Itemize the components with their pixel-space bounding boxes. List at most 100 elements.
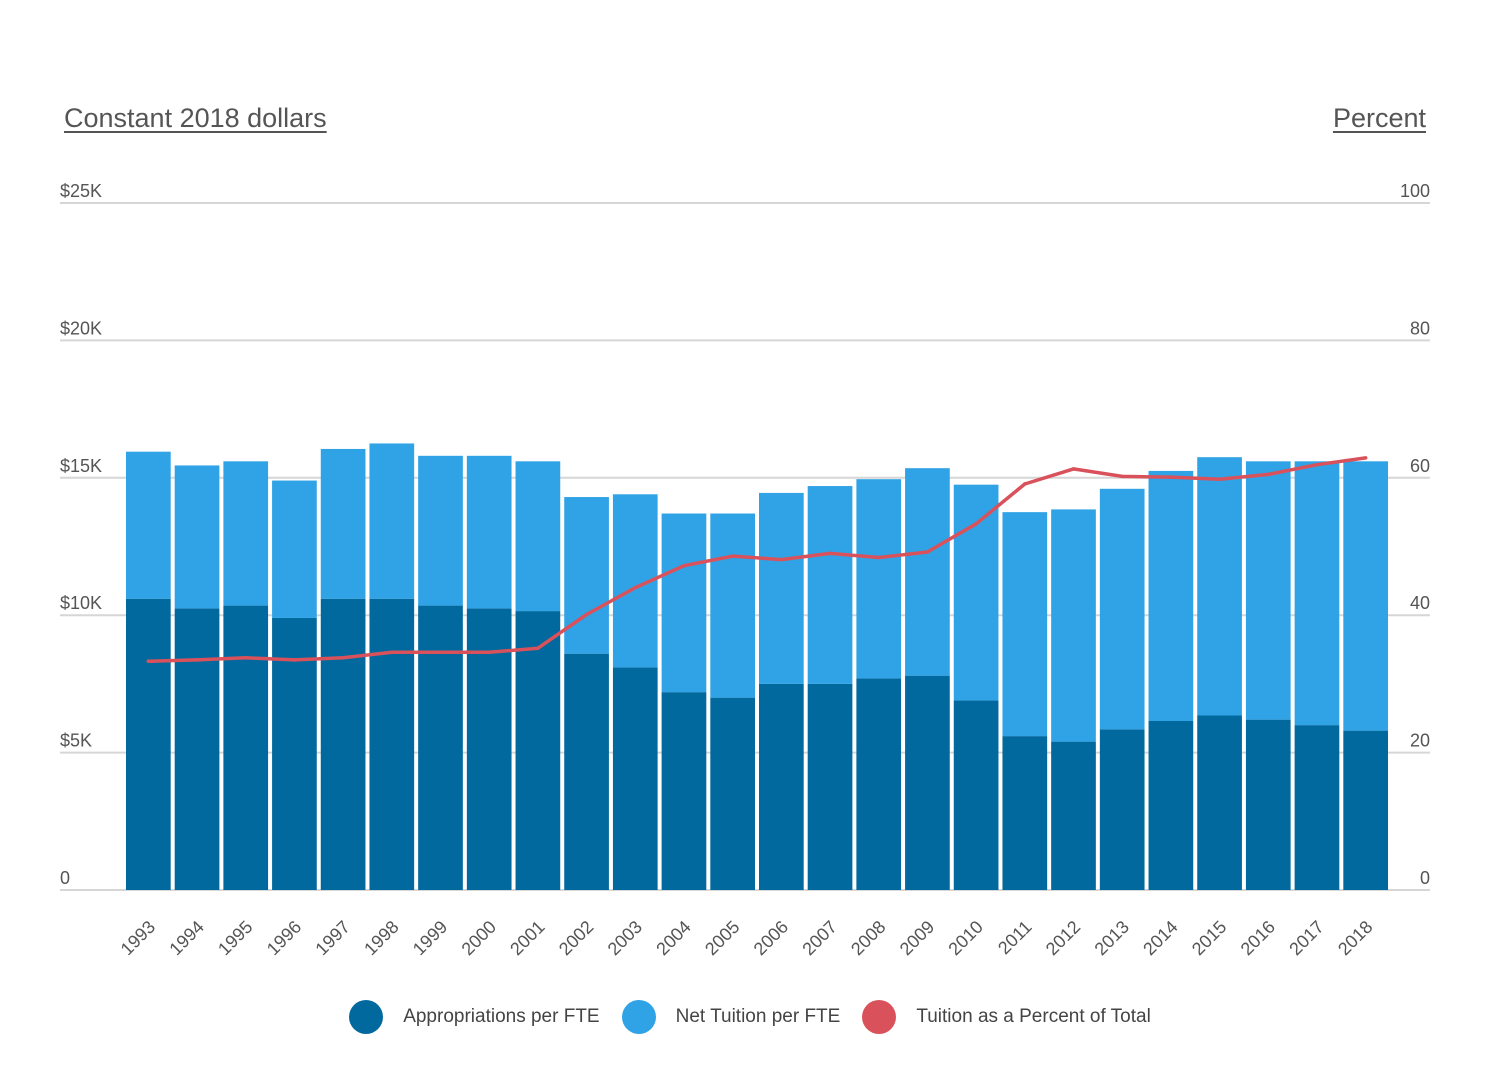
point-tuition-percent[interactable] (292, 658, 297, 662)
point-tuition-percent[interactable] (390, 650, 394, 655)
bar-net-tuition[interactable] (272, 480, 317, 618)
x-tick-label: 2014 (1139, 917, 1181, 959)
bar-net-tuition[interactable] (126, 451, 171, 599)
bar-appropriations[interactable] (418, 605, 463, 890)
point-tuition-percent[interactable] (1169, 475, 1173, 479)
bar-appropriations[interactable] (1002, 736, 1048, 890)
bar-appropriations[interactable] (126, 598, 171, 890)
bar-appropriations[interactable] (223, 605, 269, 890)
bar-net-tuition[interactable] (1294, 461, 1340, 726)
bar-appropriations[interactable] (612, 667, 658, 890)
x-tick-label: 1993 (117, 917, 159, 959)
bar-net-tuition[interactable] (466, 455, 512, 609)
bar-net-tuition[interactable] (661, 513, 707, 693)
chart-plot: 0 $5K $10K $15K $20K $25K 0 20 40 60 80 100 1993 1994… (60, 181, 1430, 959)
point-tuition-percent[interactable] (243, 655, 248, 660)
bar-appropriations[interactable] (759, 683, 804, 890)
point-tuition-percent[interactable] (828, 551, 832, 556)
bar-net-tuition[interactable] (856, 479, 902, 679)
x-tick-label: 2011 (994, 917, 1036, 959)
bar-appropriations[interactable] (1148, 720, 1194, 890)
bar-net-tuition[interactable] (223, 461, 269, 606)
y-left-tick-label: $20K (60, 318, 102, 338)
bar-appropriations[interactable] (1294, 725, 1340, 890)
bar-net-tuition[interactable] (1148, 470, 1194, 721)
point-tuition-percent[interactable] (925, 550, 930, 554)
x-tick-label: 2005 (701, 917, 743, 959)
bar-net-tuition[interactable] (418, 455, 463, 606)
x-tick-label: 2010 (944, 917, 986, 959)
bar-net-tuition[interactable] (759, 492, 804, 684)
bar-appropriations[interactable] (807, 683, 853, 890)
legend-item-tuition[interactable]: Net Tuition per FTE (621, 1000, 840, 1034)
bar-layer (126, 443, 1388, 890)
legend-swatch-appropriations (349, 1000, 384, 1034)
bar-appropriations[interactable] (1245, 719, 1291, 890)
x-tick-label: 2000 (458, 917, 500, 959)
x-tick-label: 2003 (604, 917, 646, 959)
point-tuition-percent[interactable] (974, 522, 978, 526)
point-tuition-percent[interactable] (1023, 482, 1027, 486)
bar-net-tuition[interactable] (515, 461, 561, 612)
bar-appropriations[interactable] (515, 611, 561, 890)
bar-appropriations[interactable] (856, 678, 902, 890)
point-tuition-percent[interactable] (146, 659, 151, 664)
bar-appropriations[interactable] (1343, 730, 1388, 890)
bar-appropriations[interactable] (1051, 741, 1096, 890)
bar-appropriations[interactable] (1197, 715, 1242, 890)
point-tuition-percent[interactable] (1217, 477, 1222, 481)
point-tuition-percent[interactable] (876, 555, 881, 560)
bar-appropriations[interactable] (953, 700, 999, 890)
bar-net-tuition[interactable] (320, 448, 366, 599)
point-tuition-percent[interactable] (195, 658, 199, 662)
bar-appropriations[interactable] (1099, 729, 1145, 890)
bar-net-tuition[interactable] (1051, 509, 1096, 742)
bar-appropriations[interactable] (564, 653, 609, 890)
bar-net-tuition[interactable] (1343, 461, 1388, 731)
y-right-tick-label: 40 (1410, 593, 1430, 613)
x-tick-label: 2007 (798, 917, 840, 959)
bar-net-tuition[interactable] (905, 468, 950, 676)
legend-item-percent[interactable]: Tuition as a Percent of Total (862, 1000, 1151, 1034)
y-right-tick-label: 0 (1420, 868, 1430, 888)
x-tick-label: 2009 (896, 917, 938, 959)
legend-item-appropriations[interactable]: Appropriations per FTE (349, 1000, 600, 1034)
bar-appropriations[interactable] (710, 697, 755, 890)
point-tuition-percent[interactable] (1071, 467, 1076, 471)
point-tuition-percent[interactable] (779, 557, 784, 562)
point-tuition-percent[interactable] (633, 585, 638, 590)
point-tuition-percent[interactable] (584, 612, 589, 617)
bar-net-tuition[interactable] (1002, 512, 1048, 737)
bar-appropriations[interactable] (320, 598, 366, 890)
bar-net-tuition[interactable] (807, 486, 853, 684)
legend-label-percent: Tuition as a Percent of Total (916, 1006, 1151, 1027)
point-tuition-percent[interactable] (341, 655, 345, 660)
point-tuition-percent[interactable] (1315, 462, 1319, 467)
point-tuition-percent[interactable] (1120, 474, 1124, 479)
bar-appropriations[interactable] (369, 598, 415, 890)
bar-appropriations[interactable] (661, 692, 707, 890)
bar-net-tuition[interactable] (564, 497, 609, 654)
point-tuition-percent[interactable] (730, 554, 735, 558)
y-left-tick-label: 0 (60, 868, 70, 888)
bar-net-tuition[interactable] (1197, 457, 1242, 716)
bar-net-tuition[interactable] (1245, 461, 1291, 720)
point-tuition-percent[interactable] (487, 650, 491, 655)
x-tick-label: 1997 (311, 917, 353, 959)
bar-net-tuition[interactable] (369, 443, 415, 599)
point-tuition-percent[interactable] (1363, 456, 1368, 460)
bar-net-tuition[interactable] (710, 513, 755, 698)
point-tuition-percent[interactable] (438, 650, 443, 655)
bar-net-tuition[interactable] (953, 484, 999, 701)
point-tuition-percent[interactable] (682, 563, 686, 568)
bar-appropriations[interactable] (272, 617, 317, 890)
point-tuition-percent[interactable] (1266, 472, 1271, 477)
bar-appropriations[interactable] (466, 608, 512, 890)
bar-appropriations[interactable] (905, 675, 950, 890)
bar-appropriations[interactable] (174, 608, 220, 890)
point-tuition-percent[interactable] (536, 646, 540, 650)
line-tuition-percent[interactable] (148, 456, 1366, 663)
bar-net-tuition[interactable] (174, 465, 220, 609)
bar-net-tuition[interactable] (1099, 488, 1145, 730)
